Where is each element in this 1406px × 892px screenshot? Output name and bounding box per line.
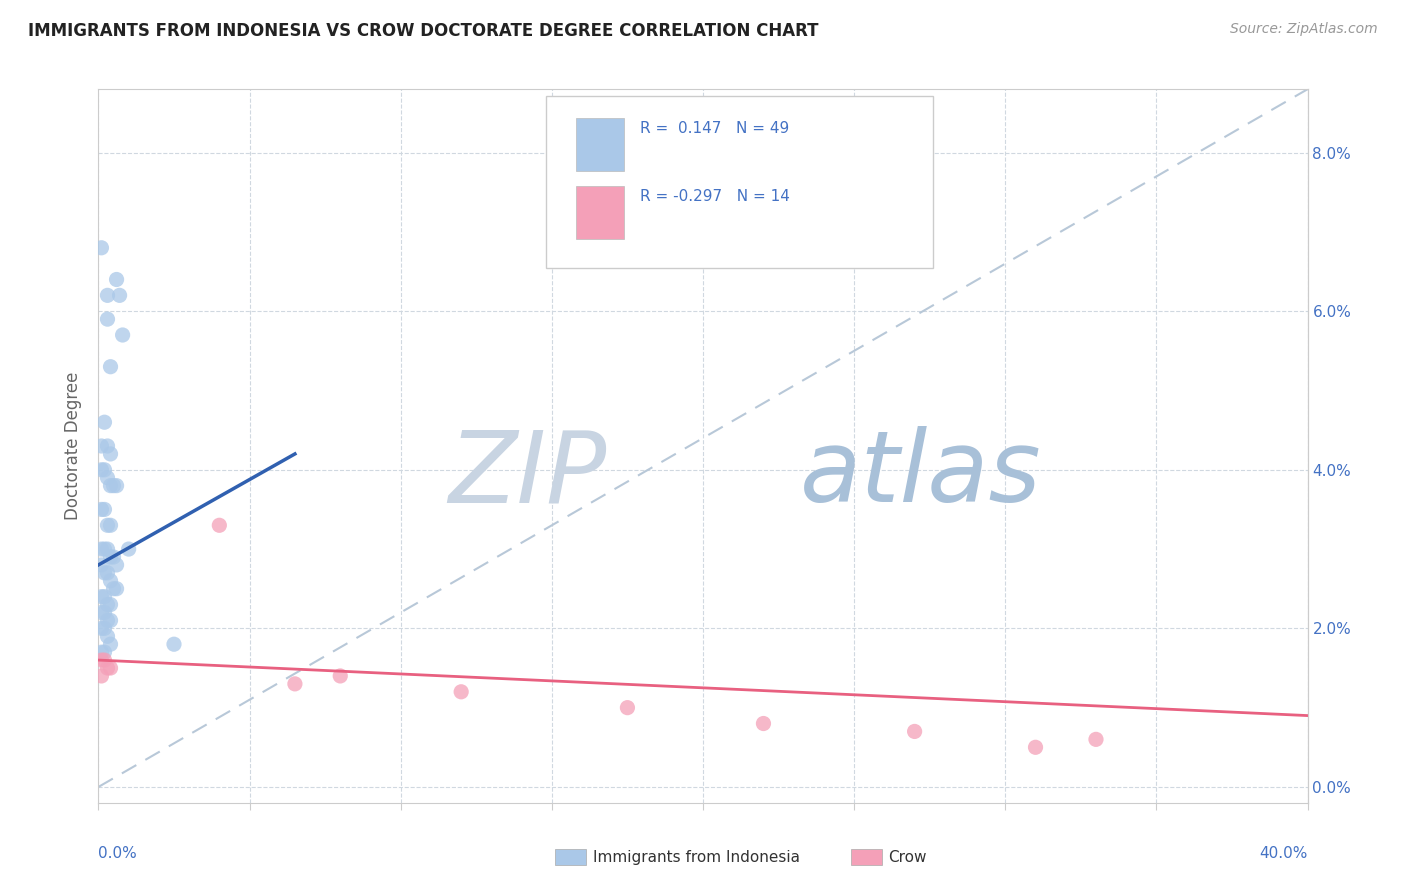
- Point: [100, 614, 122, 628]
- Point: [100, 359, 122, 374]
- Point: [93, 653, 115, 667]
- Point: [111, 328, 134, 343]
- Point: [90, 606, 112, 620]
- Point: [96, 312, 118, 326]
- Point: [93, 502, 115, 516]
- Text: Source: ZipAtlas.com: Source: ZipAtlas.com: [1230, 22, 1378, 37]
- Text: Crow: Crow: [889, 850, 927, 864]
- Point: [90, 439, 112, 453]
- Point: [90, 621, 112, 635]
- Point: [93, 621, 115, 635]
- Point: [96, 439, 118, 453]
- Point: [90, 502, 112, 516]
- Point: [93, 606, 115, 620]
- Text: IMMIGRANTS FROM INDONESIA VS CROW DOCTORATE DEGREE CORRELATION CHART: IMMIGRANTS FROM INDONESIA VS CROW DOCTOR…: [28, 22, 818, 40]
- Point: [100, 598, 122, 612]
- Point: [616, 700, 638, 714]
- FancyBboxPatch shape: [546, 96, 932, 268]
- Point: [96, 598, 118, 612]
- Point: [96, 471, 118, 485]
- Text: R =  0.147   N = 49: R = 0.147 N = 49: [640, 121, 789, 136]
- Point: [100, 478, 122, 492]
- Text: ZIP: ZIP: [449, 426, 606, 523]
- Point: [96, 566, 118, 580]
- Point: [93, 645, 115, 659]
- Point: [96, 629, 118, 643]
- Point: [90, 653, 112, 667]
- Point: [118, 542, 141, 557]
- Point: [100, 574, 122, 588]
- Point: [103, 582, 125, 596]
- Point: [105, 582, 128, 596]
- Text: R = -0.297   N = 14: R = -0.297 N = 14: [640, 189, 790, 204]
- Text: Immigrants from Indonesia: Immigrants from Indonesia: [593, 850, 800, 864]
- Point: [450, 685, 472, 699]
- Point: [93, 463, 115, 477]
- Point: [752, 716, 775, 731]
- Point: [90, 241, 112, 255]
- Point: [284, 677, 307, 691]
- Point: [96, 288, 118, 302]
- Point: [90, 542, 112, 557]
- Point: [208, 518, 231, 533]
- Point: [96, 542, 118, 557]
- Point: [103, 549, 125, 564]
- Point: [96, 518, 118, 533]
- Point: [1085, 732, 1108, 747]
- Point: [96, 661, 118, 675]
- Point: [904, 724, 927, 739]
- Point: [100, 637, 122, 651]
- Point: [96, 614, 118, 628]
- FancyBboxPatch shape: [576, 118, 624, 171]
- Point: [90, 645, 112, 659]
- FancyBboxPatch shape: [576, 186, 624, 239]
- Point: [100, 661, 122, 675]
- Point: [105, 558, 128, 572]
- Y-axis label: Doctorate Degree: Doctorate Degree: [65, 372, 83, 520]
- Point: [105, 478, 128, 492]
- Text: atlas: atlas: [800, 426, 1042, 523]
- Point: [103, 478, 125, 492]
- Point: [329, 669, 352, 683]
- Point: [90, 558, 112, 572]
- Point: [105, 272, 128, 286]
- Point: [100, 518, 122, 533]
- Point: [93, 590, 115, 604]
- Point: [163, 637, 186, 651]
- Point: [90, 669, 112, 683]
- Point: [90, 463, 112, 477]
- Point: [100, 447, 122, 461]
- Point: [93, 415, 115, 429]
- Text: 40.0%: 40.0%: [1260, 846, 1308, 861]
- Point: [100, 549, 122, 564]
- Point: [1024, 740, 1046, 755]
- Point: [108, 288, 131, 302]
- Point: [93, 542, 115, 557]
- Point: [93, 566, 115, 580]
- Point: [90, 590, 112, 604]
- Text: 0.0%: 0.0%: [98, 846, 138, 861]
